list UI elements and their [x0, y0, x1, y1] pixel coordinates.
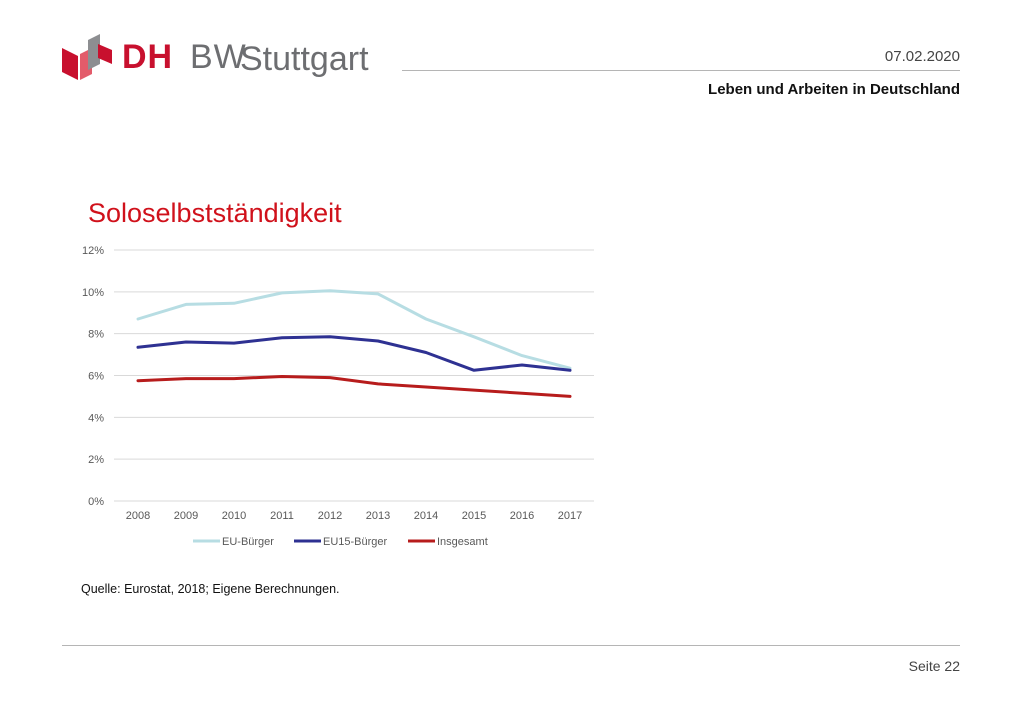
footer-divider	[62, 645, 960, 646]
slide-subtitle: Leben und Arbeiten in Deutschland	[708, 81, 960, 98]
y-tick-label: 2%	[88, 454, 104, 466]
logo-text-city: Stuttgart	[240, 40, 369, 78]
series-line	[136, 375, 572, 398]
y-tick-label: 12%	[82, 245, 104, 257]
x-tick-label: 2010	[222, 510, 246, 522]
y-axis-ticks: 0% 2% 4% 6% 8% 10% 12%	[82, 245, 104, 508]
x-tick-label: 2016	[510, 510, 534, 522]
y-tick-label: 0%	[88, 496, 104, 508]
x-tick-label: 2017	[558, 510, 582, 522]
page-number: Seite 22	[908, 658, 960, 674]
dhbw-logo: DH BW Stuttgart	[62, 34, 382, 84]
x-tick-label: 2013	[366, 510, 390, 522]
source-note: Quelle: Eurostat, 2018; Eigene Berechnun…	[81, 582, 340, 596]
chart-legend: EU-Bürger EU15-Bürger Insgesamt	[193, 536, 488, 548]
y-tick-label: 6%	[88, 371, 104, 383]
x-tick-label: 2009	[174, 510, 198, 522]
slide-title: Soloselbstständigkeit	[88, 198, 342, 228]
header-divider	[402, 70, 960, 71]
x-tick-label: 2015	[462, 510, 486, 522]
x-tick-label: 2014	[414, 510, 438, 522]
x-axis-ticks: 2008 2009 2010 2011 2012 2013 2014 2015 2016 2017	[126, 510, 582, 522]
logo-text-dh: DH	[122, 38, 174, 76]
series-line	[136, 289, 572, 370]
chart-grid	[114, 249, 594, 502]
series-line	[136, 335, 572, 372]
x-tick-label: 2008	[126, 510, 150, 522]
y-tick-label: 10%	[82, 287, 104, 299]
logo-text-bw: BW	[190, 38, 247, 76]
legend-label: EU15-Bürger	[323, 536, 388, 548]
chart-series	[136, 289, 572, 398]
x-tick-label: 2012	[318, 510, 342, 522]
logo-mark-icon	[62, 34, 112, 80]
legend-label: EU-Bürger	[222, 536, 274, 548]
legend-label: Insgesamt	[437, 536, 488, 548]
y-tick-label: 4%	[88, 412, 104, 424]
line-chart: 0% 2% 4% 6% 8% 10% 12% 2008 2009 2010 2011 2012 201…	[82, 245, 594, 548]
x-tick-label: 2011	[270, 510, 294, 522]
slide-date: 07.02.2020	[884, 48, 960, 65]
y-tick-label: 8%	[88, 329, 104, 341]
